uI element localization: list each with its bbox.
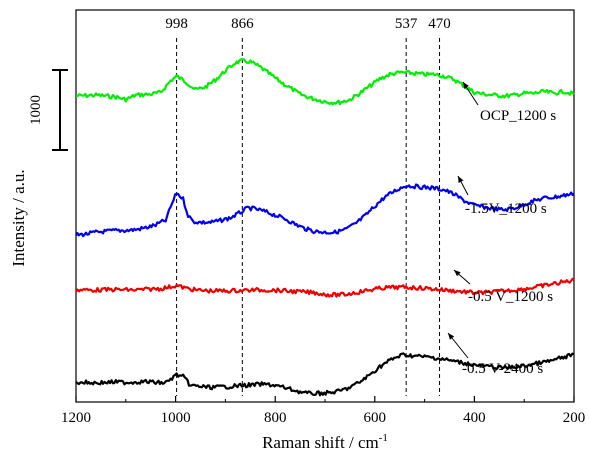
series-line [75,183,575,238]
x-axis-label-superscript: -1 [379,432,388,444]
reference-line-label: 470 [428,16,451,32]
annotation-arrowhead [448,333,455,340]
reference-line-labels: 998 866 537 470 [165,16,450,32]
x-tick-label: 600 [364,410,387,426]
annotation-arrowhead [463,82,469,89]
x-axis-label: Raman shift / cm-1 [262,432,388,452]
x-axis-ticks: 1200 1000 800 600 400 200 [61,396,585,426]
series-group [75,58,575,397]
scale-bar: 1000 [28,69,68,151]
x-tick-label: 1000 [161,410,191,426]
x-tick-label: 800 [264,410,287,426]
x-tick-label: 200 [563,410,586,426]
reference-line-label: 998 [165,16,188,32]
x-axis-label-main: Raman shift / cm [262,433,379,452]
annotation-arrowhead [458,176,464,183]
annotation-arrowhead [454,270,461,277]
series-line [75,58,575,106]
series-line [75,277,575,298]
scale-bar-label: 1000 [28,95,44,125]
x-tick-label: 1200 [61,410,91,426]
curve-annotations: OCP_1200 s -1.5V_1200 s -0.5 V_1200 s -0.5 … [447,81,556,377]
curve-label: OCP_1200 s [480,108,556,124]
reference-lines [176,38,441,396]
curve-label: -0.5 V_1200 s [468,289,553,305]
series-line [75,352,575,397]
curve-label: -1.5V_1200 s [465,201,547,217]
reference-line-label: 866 [231,16,254,32]
y-axis-label: Intensity / a.u. [9,169,28,266]
reference-line-label: 537 [395,16,418,32]
x-tick-label: 400 [463,410,486,426]
curve-label: -0.5 V-2400 s [462,361,543,377]
